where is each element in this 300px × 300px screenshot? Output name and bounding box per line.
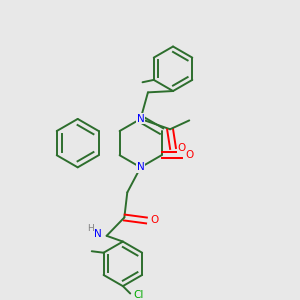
Text: H: H	[87, 224, 94, 233]
Text: O: O	[185, 150, 194, 160]
Text: N: N	[137, 114, 144, 124]
Text: N: N	[137, 162, 144, 172]
Text: O: O	[150, 215, 158, 226]
Text: Cl: Cl	[133, 290, 144, 300]
Text: O: O	[177, 143, 185, 154]
Text: N: N	[94, 229, 102, 239]
